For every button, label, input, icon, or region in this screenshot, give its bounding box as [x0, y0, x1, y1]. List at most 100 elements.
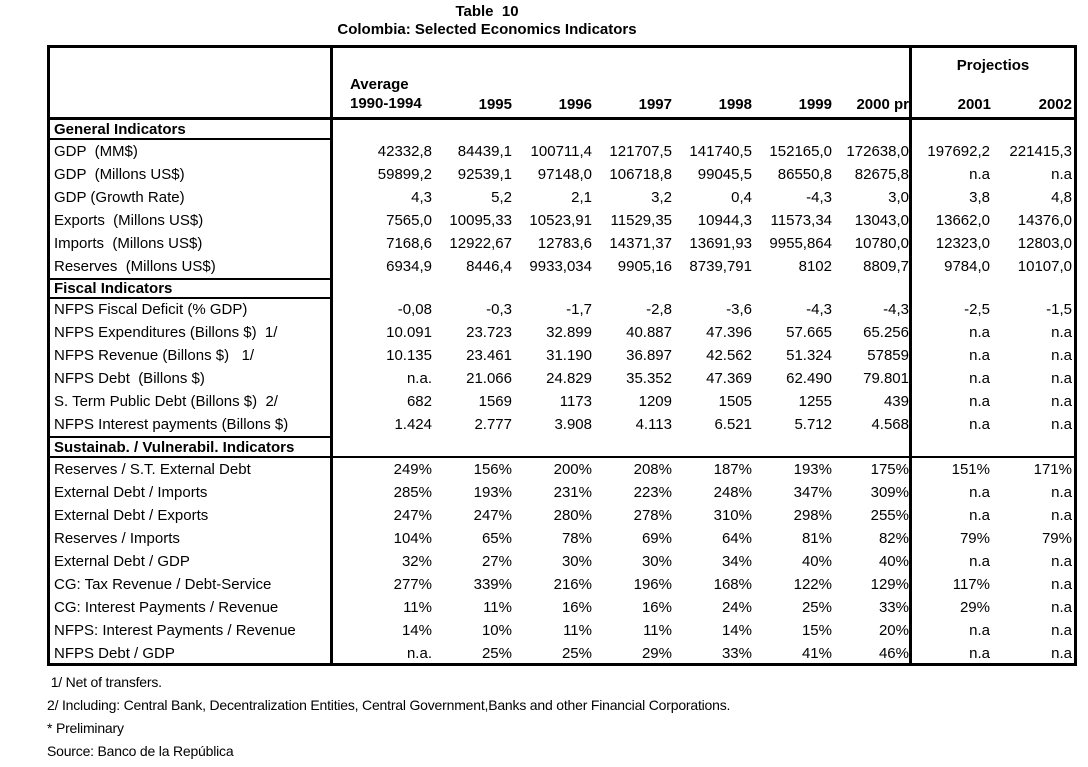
value-cell: 197692,2 [927, 143, 990, 160]
value-cell: 30% [561, 553, 592, 570]
value-cell: 682 [406, 393, 432, 410]
value-cell: 69% [641, 530, 672, 547]
value-cell: 12783,6 [537, 235, 592, 252]
value-cell: 156% [473, 461, 512, 478]
value-cell: 42332,8 [377, 143, 432, 160]
value-cell: 216% [553, 576, 592, 593]
value-cell: 5.712 [794, 416, 832, 433]
table-row: NFPS Expenditures (Billons $) 1/10.091 23… [50, 321, 1074, 344]
value-cell: 347% [793, 484, 832, 501]
row-label: NFPS: Interest Payments / Revenue [54, 622, 296, 639]
value-cell: 10095,33 [449, 212, 512, 229]
footnote-preliminary: * Preliminary [47, 720, 124, 736]
value-cell: 175% [870, 461, 909, 478]
value-cell: 99045,5 [697, 166, 752, 183]
value-cell: 171% [1033, 461, 1072, 478]
value-cell: 106718,8 [609, 166, 672, 183]
column-header-2002: 2002 [1038, 96, 1072, 113]
value-cell: 29% [959, 599, 990, 616]
value-cell: 3,8 [969, 189, 990, 206]
value-cell: 278% [633, 507, 672, 524]
row-label: GDP (MM$) [54, 143, 138, 160]
value-cell: n.a [1051, 622, 1072, 639]
value-cell: 277% [393, 576, 432, 593]
value-cell: 1505 [718, 393, 752, 410]
value-cell: n.a [1051, 645, 1072, 662]
section-label: General Indicators [50, 120, 333, 140]
column-header-average: Average 1990-1994 [333, 48, 437, 117]
value-cell: 46% [878, 645, 909, 662]
value-cell: n.a [1051, 416, 1072, 433]
value-cell: 196% [633, 576, 672, 593]
value-cell: 285% [393, 484, 432, 501]
table-row: NFPS: Interest Payments / Revenue 14% 10% 1… [50, 619, 1074, 642]
value-cell: 6.521 [714, 416, 752, 433]
value-cell: n.a. [406, 645, 432, 662]
table-row: Imports (Millons US$) 7168,6 12922,67 12783… [50, 232, 1074, 255]
value-cell: 11% [643, 622, 672, 639]
value-cell: 8809,7 [863, 258, 909, 275]
value-cell: 14376,0 [1017, 212, 1072, 229]
value-cell: 7168,6 [386, 235, 432, 252]
value-cell: 57859 [867, 347, 909, 364]
value-cell: 31.190 [546, 347, 592, 364]
value-cell: 141740,5 [689, 143, 752, 160]
row-label: External Debt / GDP [54, 553, 190, 570]
value-cell: 339% [473, 576, 512, 593]
row-label: GDP (Growth Rate) [54, 189, 185, 206]
value-cell: 21.066 [466, 370, 512, 387]
section-header-row: Sustainab. / Vulnerabil. Indicators [50, 436, 1074, 458]
value-cell: 29% [641, 645, 672, 662]
value-cell: 11% [483, 599, 512, 616]
value-cell: 122% [793, 576, 832, 593]
table-body: General Indicators GDP (MM$) 42332,8 84439,… [50, 120, 1074, 665]
indicators-table: Average 1990-1994 1995 1996 1997 1998 19… [47, 45, 1077, 666]
value-cell: n.a [1051, 324, 1072, 341]
value-cell: 8739,791 [689, 258, 752, 275]
value-cell: 40% [878, 553, 909, 570]
value-cell: 10.135 [386, 347, 432, 364]
value-cell: 65.256 [863, 324, 909, 341]
value-cell: n.a [969, 416, 990, 433]
value-cell: 248% [713, 484, 752, 501]
value-cell: n.a [969, 553, 990, 570]
table-row: GDP (MM$) 42332,8 84439,1 100711,4 121707,5 1… [50, 140, 1074, 163]
value-cell: n.a [1051, 393, 1072, 410]
label-column-divider [330, 48, 333, 663]
value-cell: 97148,0 [537, 166, 592, 183]
value-cell: n.a [1051, 166, 1072, 183]
value-cell: 4.113 [635, 416, 672, 433]
value-cell: 10523,91 [529, 212, 592, 229]
row-label: NFPS Interest payments (Billons $) [54, 416, 289, 433]
section-label: Fiscal Indicators [50, 278, 333, 299]
value-cell: 12922,67 [449, 235, 512, 252]
value-cell: 24% [721, 599, 752, 616]
value-cell: 1209 [638, 393, 672, 410]
value-cell: 14% [721, 622, 752, 639]
value-cell: 59899,2 [377, 166, 432, 183]
row-label: Exports (Millons US$) [54, 212, 204, 229]
value-cell: 129% [870, 576, 909, 593]
value-cell: 9955,864 [769, 235, 832, 252]
value-cell: 16% [561, 599, 592, 616]
value-cell: 25% [561, 645, 592, 662]
value-cell: 27% [481, 553, 512, 570]
value-cell: 9784,0 [944, 258, 990, 275]
table-row: CG: Tax Revenue / Debt-Service 277% 339% 21… [50, 573, 1074, 596]
header-empty-cell [50, 48, 333, 117]
value-cell: 193% [793, 461, 832, 478]
value-cell: 32% [401, 553, 432, 570]
value-cell: n.a [1051, 484, 1072, 501]
value-cell: 9905,16 [617, 258, 672, 275]
value-cell: n.a [969, 645, 990, 662]
value-cell: 13662,0 [935, 212, 990, 229]
value-cell: -0,3 [486, 301, 512, 318]
row-label: NFPS Fiscal Deficit (% GDP) [54, 301, 248, 318]
value-cell: n.a [969, 347, 990, 364]
column-header-1998: 1998 [718, 96, 752, 113]
row-label: Reserves / S.T. External Debt [54, 461, 251, 478]
table-row: NFPS Fiscal Deficit (% GDP) -0,08 -0,3 -1,7… [50, 298, 1074, 321]
value-cell: 20% [878, 622, 909, 639]
value-cell: -4,3 [806, 301, 832, 318]
